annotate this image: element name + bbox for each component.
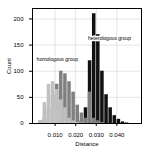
svg-text:50: 50 bbox=[17, 94, 24, 100]
svg-text:heterologous group: heterologous group bbox=[88, 35, 131, 41]
svg-text:150: 150 bbox=[13, 42, 24, 48]
svg-text:0.030: 0.030 bbox=[89, 132, 105, 138]
svg-text:Count: Count bbox=[6, 58, 12, 74]
svg-text:Distance: Distance bbox=[75, 141, 99, 147]
svg-text:100: 100 bbox=[13, 68, 24, 74]
svg-text:0.020: 0.020 bbox=[68, 132, 84, 138]
svg-text:0.010: 0.010 bbox=[48, 132, 64, 138]
svg-text:0.040: 0.040 bbox=[109, 132, 125, 138]
svg-text:homologous group: homologous group bbox=[37, 56, 79, 62]
svg-text:200: 200 bbox=[13, 16, 24, 22]
svg-text:0: 0 bbox=[20, 120, 24, 126]
